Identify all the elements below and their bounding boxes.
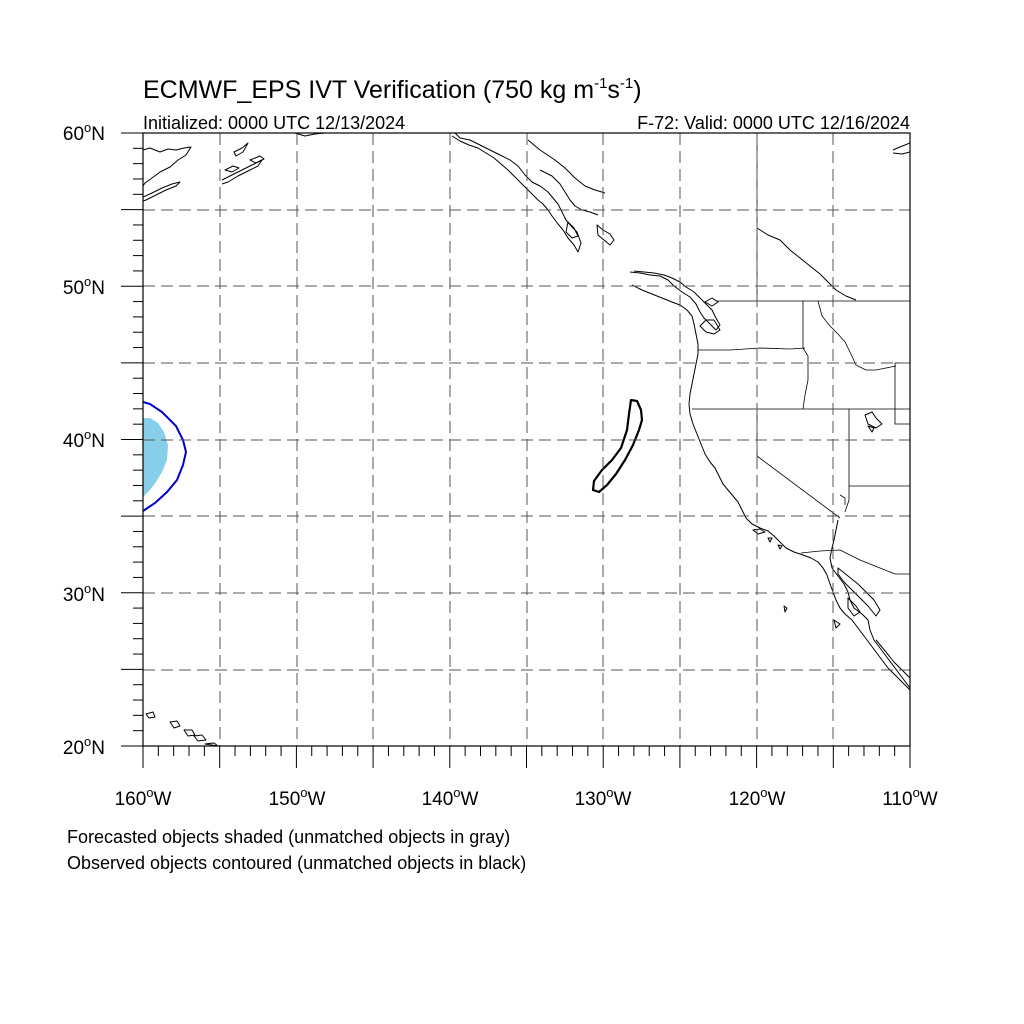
lat-label-40: 40oN [63,427,105,452]
lon-label-160: 160oW [115,785,172,810]
map-content [143,133,910,746]
observed-object-unmatched-contour [591,398,644,494]
lon-label-150: 150oW [269,785,326,810]
lat-label-50: 50oN [63,274,105,299]
latitude-labels: 60oN 50oN 40oN 30oN 20oN [63,120,105,759]
lon-label-130: 130oW [575,785,632,810]
lat-lon-grid [143,133,910,746]
coastlines [143,133,910,746]
lon-label-110: 110oW [882,785,938,810]
map-title: ECMWF_EPS IVT Verification (750 kg m-1s-… [143,75,642,104]
lat-label-30: 30oN [63,581,105,606]
forecast-note: Forecasted objects shaded (unmatched obj… [67,827,510,847]
lat-label-60: 60oN [63,120,105,145]
longitude-labels: 160oW 150oW 140oW 130oW 120oW 110oW [115,785,938,810]
lon-label-140: 140oW [422,785,479,810]
axis-ticks [121,132,911,768]
forecast-object-matched [143,418,168,497]
observed-note: Observed objects contoured (unmatched ob… [67,853,526,873]
initialized-time: Initialized: 0000 UTC 12/13/2024 [143,113,405,133]
lat-label-20: 20oN [63,734,105,759]
lon-label-120: 120oW [729,785,786,810]
valid-time: F-72: Valid: 0000 UTC 12/16/2024 [637,113,910,133]
observed-object-matched-contour [143,401,188,512]
political-boundaries [692,133,910,575]
